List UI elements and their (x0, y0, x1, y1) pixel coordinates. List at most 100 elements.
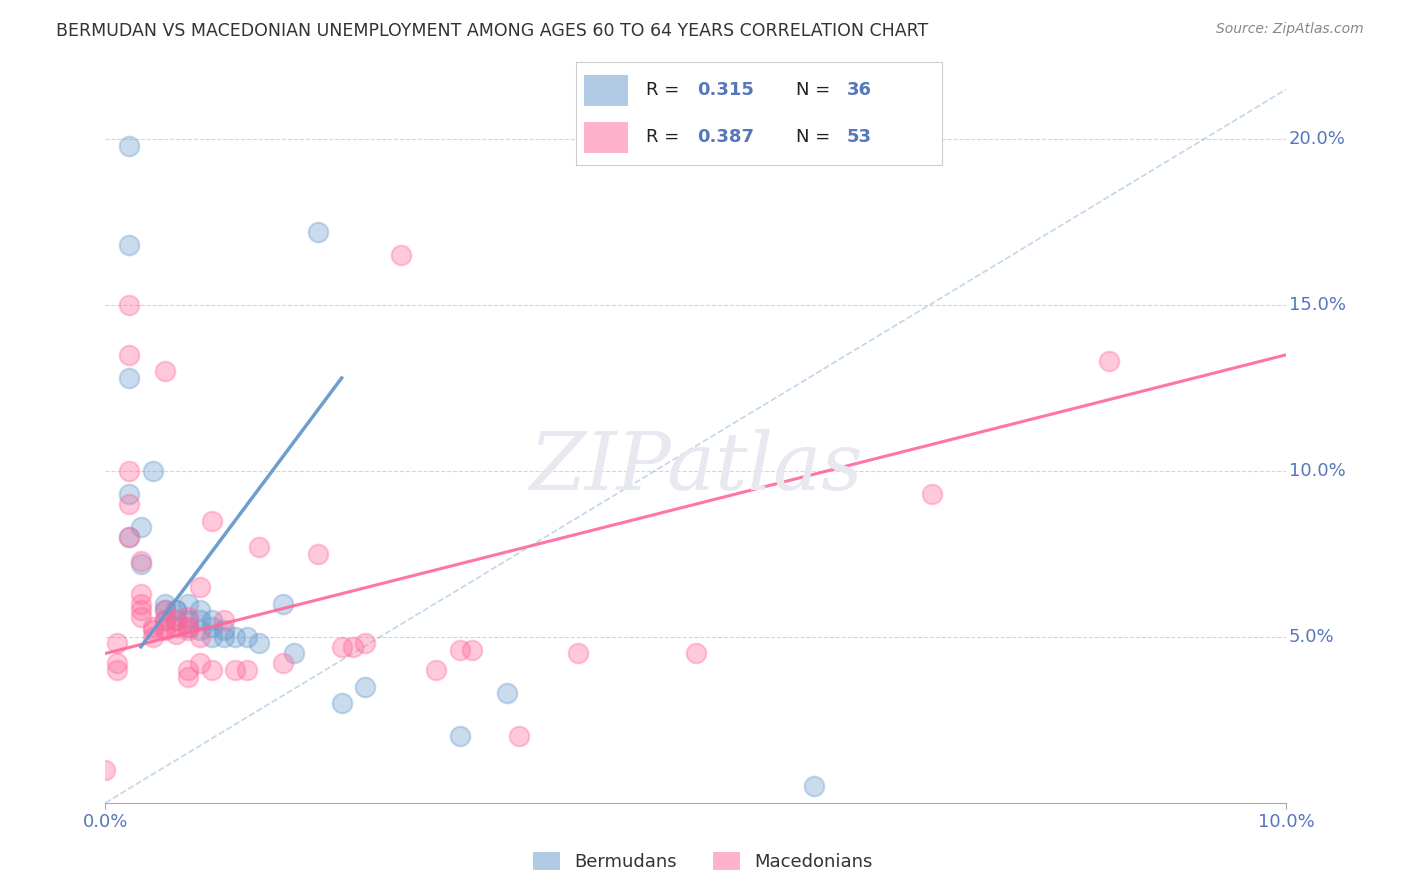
Text: N =: N = (796, 81, 835, 99)
Point (177, 613, 200, 627)
Text: R =: R = (645, 128, 685, 146)
Point (177, 620, 200, 634)
Point (307, 225, 329, 239)
Text: 15.0%: 15.0% (1289, 296, 1346, 314)
Point (105, 636, 128, 650)
Point (508, 730, 530, 744)
Point (105, 663, 128, 677)
Point (224, 630, 246, 644)
Text: R =: R = (645, 81, 685, 99)
Point (118, 371, 141, 385)
Point (142, 620, 165, 634)
Point (389, 248, 412, 262)
Point (118, 138, 141, 153)
Point (354, 636, 377, 650)
Point (177, 624, 200, 638)
Text: 36: 36 (846, 81, 872, 99)
Point (201, 514, 224, 528)
Point (142, 624, 165, 638)
Point (921, 487, 943, 501)
Point (1098, 354, 1121, 368)
Point (342, 640, 364, 654)
Point (153, 597, 176, 611)
Bar (583, 75, 627, 105)
Point (449, 643, 471, 657)
Point (201, 663, 224, 677)
Point (188, 624, 211, 638)
Point (129, 557, 152, 571)
Point (224, 663, 246, 677)
Text: ZIPatlas: ZIPatlas (529, 429, 863, 506)
Point (118, 348, 141, 362)
Text: BERMUDAN VS MACEDONIAN UNEMPLOYMENT AMONG AGES 60 TO 64 YEARS CORRELATION CHART: BERMUDAN VS MACEDONIAN UNEMPLOYMENT AMON… (56, 22, 928, 40)
Point (212, 630, 235, 644)
Point (153, 620, 176, 634)
Point (118, 530, 141, 544)
Point (177, 610, 200, 624)
Text: 10.0%: 10.0% (1289, 462, 1346, 480)
Point (153, 613, 176, 627)
Point (567, 647, 589, 661)
Point (129, 587, 152, 601)
Point (177, 670, 200, 684)
Point (153, 624, 176, 638)
Point (153, 603, 176, 617)
Point (188, 613, 211, 627)
Point (118, 464, 141, 478)
Point (118, 487, 141, 501)
Point (201, 613, 224, 627)
Point (165, 603, 187, 617)
Point (129, 597, 152, 611)
Text: 5.0%: 5.0% (1289, 628, 1334, 646)
Point (271, 597, 294, 611)
Bar (583, 122, 627, 153)
Point (188, 603, 211, 617)
Point (129, 520, 152, 534)
Point (271, 657, 294, 671)
Point (236, 663, 259, 677)
Point (803, 779, 825, 793)
Point (188, 657, 211, 671)
Text: 0.387: 0.387 (697, 128, 754, 146)
Point (188, 580, 211, 594)
Point (201, 630, 224, 644)
Text: 20.0%: 20.0% (1289, 130, 1346, 148)
Point (247, 636, 270, 650)
Point (188, 630, 211, 644)
Point (177, 597, 200, 611)
Point (212, 613, 235, 627)
Point (283, 647, 305, 661)
Point (118, 530, 141, 544)
Point (153, 364, 176, 378)
Point (460, 643, 482, 657)
Point (330, 640, 353, 654)
Point (165, 620, 187, 634)
Point (449, 730, 471, 744)
Point (354, 680, 377, 694)
Point (165, 613, 187, 627)
Point (142, 464, 165, 478)
Point (118, 238, 141, 252)
Point (142, 630, 165, 644)
Text: Source: ZipAtlas.com: Source: ZipAtlas.com (1216, 22, 1364, 37)
Point (247, 540, 270, 554)
Point (177, 663, 200, 677)
Point (201, 620, 224, 634)
Point (685, 647, 707, 661)
Text: N =: N = (796, 128, 835, 146)
Point (165, 626, 187, 640)
Point (118, 497, 141, 511)
Point (118, 298, 141, 312)
Point (307, 547, 329, 561)
Legend: Bermudans, Macedonians: Bermudans, Macedonians (526, 845, 880, 879)
Text: 0.315: 0.315 (697, 81, 754, 99)
Text: 53: 53 (846, 128, 872, 146)
Point (94, 763, 117, 777)
Point (212, 624, 235, 638)
Point (236, 630, 259, 644)
Point (330, 696, 353, 710)
Point (129, 603, 152, 617)
Point (177, 620, 200, 634)
Point (129, 553, 152, 567)
Point (105, 657, 128, 671)
